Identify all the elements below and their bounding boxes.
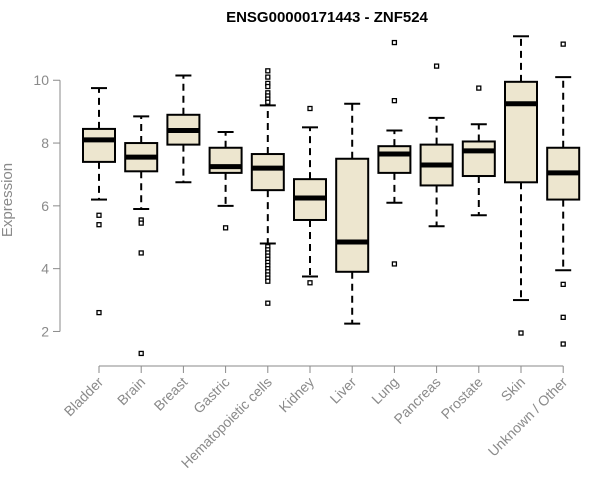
outlier-point: [560, 314, 566, 320]
outlier-point: [265, 74, 271, 80]
iqr-box: [335, 157, 370, 273]
x-tick-label-liver: Liver: [327, 374, 360, 407]
x-tick-label-pancreas: Pancreas: [391, 374, 444, 427]
outlier-point: [138, 250, 144, 256]
box-lung: [377, 39, 412, 267]
y-tick-label: 10: [33, 72, 49, 88]
box-liver: [335, 102, 370, 325]
x-tick-label-kidney: Kidney: [276, 374, 318, 416]
outlier-point: [265, 68, 271, 74]
box-skin: [504, 35, 538, 336]
outlier-point: [265, 300, 271, 306]
box-unknown-other: [546, 41, 581, 347]
box-prostate: [461, 85, 496, 217]
iqr-box: [504, 80, 538, 184]
outlier-point: [476, 85, 482, 91]
y-tick-label: 6: [41, 198, 49, 214]
x-tick-label-unknown-other: Unknown / Other: [485, 374, 571, 460]
iqr-box: [250, 153, 285, 192]
y-axis-label: Expression: [0, 163, 16, 237]
outlier-point: [138, 220, 144, 226]
outlier-point: [307, 280, 313, 286]
x-tick-label-bladder: Bladder: [61, 374, 107, 420]
box-brain: [124, 115, 159, 357]
outlier-point: [560, 281, 566, 288]
outlier-point: [265, 99, 271, 105]
box-hematopoietic-cells: [250, 68, 285, 306]
iqr-box: [208, 146, 243, 174]
outlier-point: [138, 350, 144, 357]
outlier-point: [265, 278, 271, 284]
y-axis: 2 4 6 8 10: [33, 72, 61, 339]
box-bladder: [82, 87, 116, 316]
outlier-point: [96, 309, 102, 316]
plot-area: [82, 35, 581, 357]
x-tick-label-skin: Skin: [498, 374, 529, 405]
outlier-point: [391, 39, 398, 46]
x-tick-label-breast: Breast: [151, 374, 191, 414]
y-tick-label: 8: [41, 135, 49, 151]
outlier-point: [391, 98, 398, 104]
outlier-point: [560, 41, 566, 47]
y-tick-label: 2: [41, 323, 49, 339]
outlier-point: [96, 222, 102, 228]
box-pancreas: [419, 63, 454, 228]
outlier-point: [433, 63, 440, 69]
x-tick-label-brain: Brain: [114, 374, 148, 408]
iqr-box: [377, 145, 412, 174]
iqr-box: [461, 140, 496, 178]
iqr-box: [82, 127, 116, 163]
outlier-point: [560, 341, 566, 347]
outlier-point: [222, 225, 229, 231]
box-breast: [166, 74, 201, 184]
box-kidney: [293, 105, 327, 286]
box-gastric: [208, 131, 243, 231]
chart-title: ENSG00000171443 - ZNF524: [226, 9, 428, 26]
y-tick-label: 4: [41, 261, 49, 277]
x-tick-label-lung: Lung: [368, 374, 401, 407]
outlier-point: [265, 83, 271, 90]
outlier-point: [96, 212, 102, 218]
outlier-point: [307, 105, 313, 112]
x-tick-label-prostate: Prostate: [438, 374, 486, 422]
outlier-point: [518, 330, 524, 336]
outlier-point: [391, 261, 398, 267]
